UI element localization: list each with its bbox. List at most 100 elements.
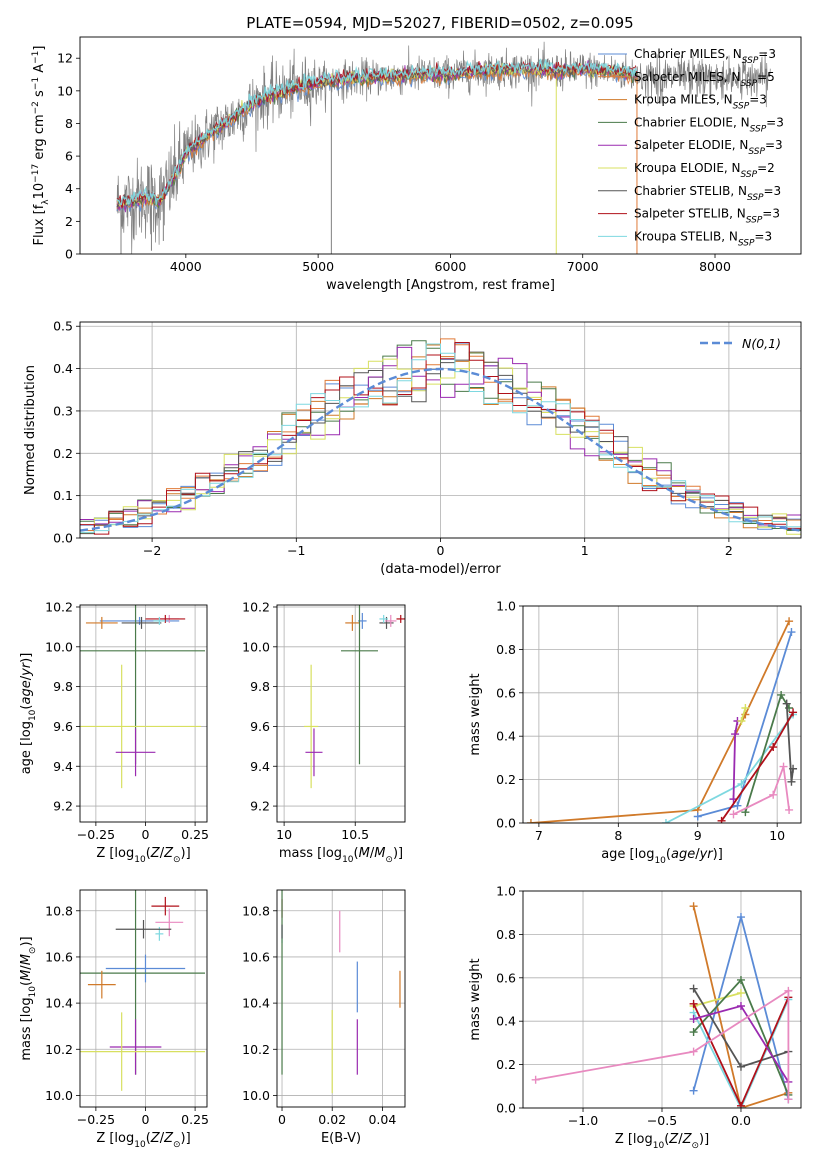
y-tick-label: 10.2 xyxy=(45,1042,73,1057)
series-line xyxy=(733,766,790,816)
data-point xyxy=(145,614,186,623)
y-tick-label: 10.4 xyxy=(45,996,73,1011)
series-marker xyxy=(689,1047,698,1056)
plot-area xyxy=(281,890,401,1094)
axes-frame xyxy=(79,604,208,823)
y-tick-label: 1.0 xyxy=(496,599,516,614)
data-point xyxy=(385,614,397,627)
y-tick-label: 10.4 xyxy=(242,996,270,1011)
y-tick-label: 0.1 xyxy=(53,488,73,503)
plot-area xyxy=(116,41,771,254)
y-tick-label: 0.6 xyxy=(496,970,516,985)
series-line xyxy=(530,620,790,823)
data-point xyxy=(341,605,378,765)
panel-mass-vs-EBV: 0 0.02 0.04 10.0 10.2 10.4 10.6 10.8 E(B-V) xyxy=(242,889,406,1146)
x-tick-label: −1 xyxy=(287,543,305,558)
panel-mass-vs-Z: −0.25 0 0.25 10.0 10.2 10.4 10.6 10.8 Z [log10(Z… xyxy=(19,889,209,1150)
series-line xyxy=(665,713,794,823)
axes-frame xyxy=(276,604,406,823)
y-tick-label: 10.0 xyxy=(45,1088,73,1103)
data-point xyxy=(115,920,172,939)
panel-residuals: −2 −1 0 1 2 0.0 0.1 0.2 0.3 0.4 0.5 (data-model)/er… xyxy=(23,319,802,577)
x-tick-label: 6000 xyxy=(435,259,467,274)
y-tick-label: 9.4 xyxy=(250,759,270,774)
legend-label: Chabrier STELIB, NSSP=3 xyxy=(634,184,781,203)
x-tick-label: 10.5 xyxy=(341,827,369,842)
series-9 xyxy=(729,762,794,819)
y-tick-label: 10.0 xyxy=(242,1088,270,1103)
x-tick-label: −0.25 xyxy=(77,827,115,842)
y-tick-label: 9.8 xyxy=(250,679,270,694)
series-9 xyxy=(531,986,793,1104)
y-tick-label: 9.4 xyxy=(53,759,73,774)
series-marker xyxy=(777,690,786,699)
data-point xyxy=(151,896,180,916)
x-tick-label: −2 xyxy=(143,543,161,558)
y-tick-label: 0 xyxy=(65,247,73,262)
axes-frame xyxy=(79,889,208,1108)
y-tick-label: 0.4 xyxy=(496,1014,516,1029)
legend: N(0,1) xyxy=(700,336,781,351)
y-tick-label: 0.8 xyxy=(496,642,516,657)
y-tick-label: 0.8 xyxy=(496,927,516,942)
y-tick-label: 10.6 xyxy=(242,949,270,964)
data-point xyxy=(345,614,360,631)
series-marker xyxy=(689,999,698,1008)
legend: Chabrier MILES, NSSP=3 Salpeter MILES, NS… xyxy=(598,47,784,248)
series-marker xyxy=(689,1015,698,1024)
axes-frame xyxy=(276,889,406,1108)
y-axis-label: mass [log10(M/M⊙)] xyxy=(19,936,38,1060)
plot-area xyxy=(531,902,793,1108)
series-marker xyxy=(769,743,778,752)
series-marker xyxy=(769,790,778,799)
series-marker xyxy=(731,730,740,739)
data-point xyxy=(85,616,118,629)
x-tick-label: 0.0 xyxy=(731,1113,751,1128)
y-tick-label: 9.8 xyxy=(53,679,73,694)
series-marker xyxy=(737,717,746,726)
data-point xyxy=(80,1012,206,1091)
y-tick-label: 10.2 xyxy=(242,1042,270,1057)
series-marker xyxy=(689,1028,698,1037)
y-tick-label: 10.6 xyxy=(45,949,73,964)
y-tick-label: 0.4 xyxy=(53,361,73,376)
data-point xyxy=(379,614,388,623)
y-tick-label: 0.2 xyxy=(496,1057,516,1072)
data-point xyxy=(396,614,405,623)
y-tick-label: 10 xyxy=(57,83,73,98)
histogram-8 xyxy=(80,342,801,535)
legend-label: Salpeter MILES, NSSP=5 xyxy=(634,70,775,89)
y-tick-label: 0.2 xyxy=(53,446,73,461)
series-marker xyxy=(787,628,796,637)
plot-area xyxy=(304,605,405,789)
data-point xyxy=(109,1019,162,1075)
x-axis-label: Z [log10(Z/Z⊙)] xyxy=(96,1131,190,1150)
series-marker xyxy=(661,819,670,823)
x-tick-label: 5000 xyxy=(302,259,334,274)
x-tick-label: 4000 xyxy=(170,259,202,274)
axes-frame xyxy=(79,36,802,255)
series-marker xyxy=(789,764,798,773)
x-tick-label: 1 xyxy=(581,543,589,558)
series-7 xyxy=(782,699,798,786)
x-axis-label: E(B-V) xyxy=(321,1131,361,1146)
y-axis-label: age [log10(age/yr)] xyxy=(19,653,38,775)
x-axis-label: Z [log10(Z/Z⊙)] xyxy=(96,846,190,865)
data-point xyxy=(105,954,186,983)
series-marker xyxy=(689,902,698,911)
y-axis-label: mass weight xyxy=(468,673,483,755)
series-marker xyxy=(789,708,798,717)
x-tick-label: 2 xyxy=(725,543,733,558)
x-tick-label: 8 xyxy=(614,828,622,843)
y-tick-label: 9.6 xyxy=(53,719,73,734)
series-line xyxy=(692,905,789,1108)
series-marker xyxy=(736,988,745,997)
series-marker xyxy=(741,808,750,817)
x-axis-label: Z [log10(Z/Z⊙)] xyxy=(615,1132,709,1151)
legend-label: Chabrier MILES, NSSP=3 xyxy=(634,47,776,66)
normal-curve xyxy=(80,367,801,532)
series-marker xyxy=(526,819,535,823)
x-tick-label: 7 xyxy=(535,828,543,843)
panel-age-vs-Z: −0.25 0 0.25 9.2 9.4 9.6 9.8 10.0 10.2 Z [log10(Z… xyxy=(19,599,209,865)
